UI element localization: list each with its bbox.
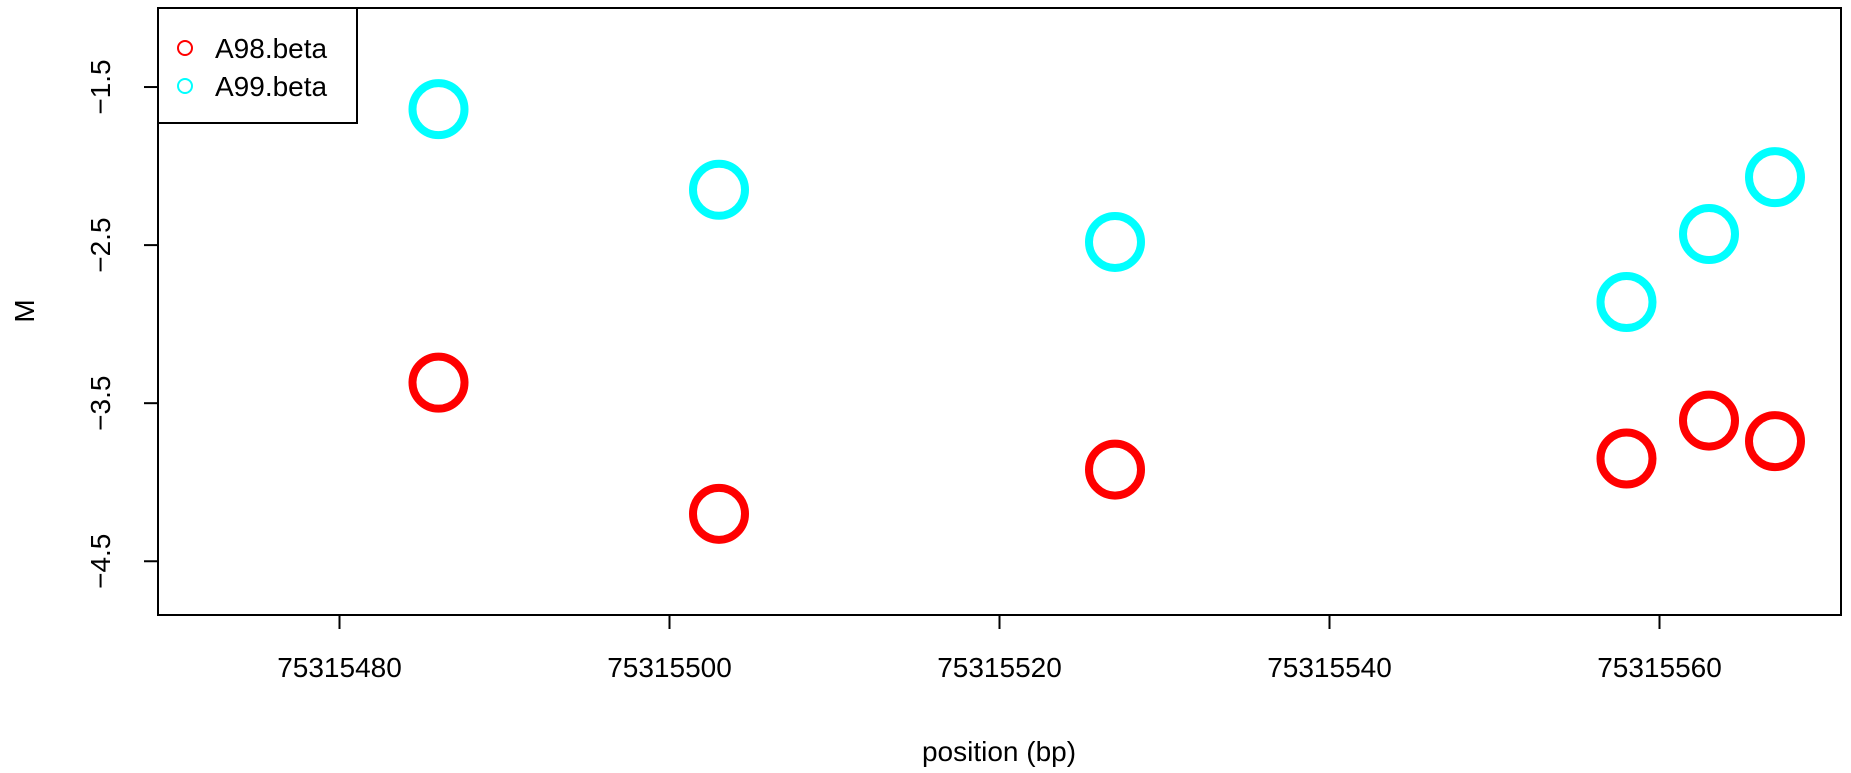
data-point-a98-beta [1745, 411, 1805, 472]
data-point-a99-beta [1596, 272, 1657, 333]
x-tick-label: 75315500 [607, 652, 732, 683]
x-tick-label: 75315520 [937, 652, 1062, 683]
data-point-a98-beta [1596, 428, 1657, 489]
data-point-a98-beta [1085, 439, 1145, 500]
y-tick-label: −2.5 [85, 217, 116, 272]
legend-label: A99.beta [215, 71, 328, 102]
x-axis: 75315480 75315500 75315520 75315540 75315560 [277, 614, 1722, 683]
y-tick-label: −4.5 [85, 534, 116, 589]
y-tick-label: −1.5 [85, 59, 116, 114]
y-axis: −1.5 −2.5 −3.5 −4.5 [85, 59, 159, 589]
x-tick-label: 75315480 [277, 652, 402, 683]
x-tick-label: 75315540 [1267, 652, 1392, 683]
data-point-a99-beta [1745, 147, 1805, 208]
data-point-a98-beta [689, 483, 749, 544]
x-tick-label: 75315560 [1597, 652, 1722, 683]
legend-label: A98.beta [215, 33, 328, 64]
data-point-a98-beta [408, 352, 469, 413]
x-axis-title: position (bp) [922, 736, 1076, 767]
y-axis-title: M [9, 299, 40, 322]
data-point-a99-beta [408, 79, 469, 140]
legend: A98.beta A99.beta [157, 7, 358, 124]
legend-box [157, 7, 358, 124]
data-point-a99-beta [689, 159, 749, 220]
legend-marker [177, 78, 193, 94]
data-point-a98-beta [1679, 390, 1739, 451]
data-points [408, 79, 1805, 544]
data-point-a99-beta [1085, 211, 1145, 272]
y-tick-label: −3.5 [85, 376, 116, 431]
legend-marker [177, 40, 193, 56]
data-point-a99-beta [1679, 204, 1739, 265]
